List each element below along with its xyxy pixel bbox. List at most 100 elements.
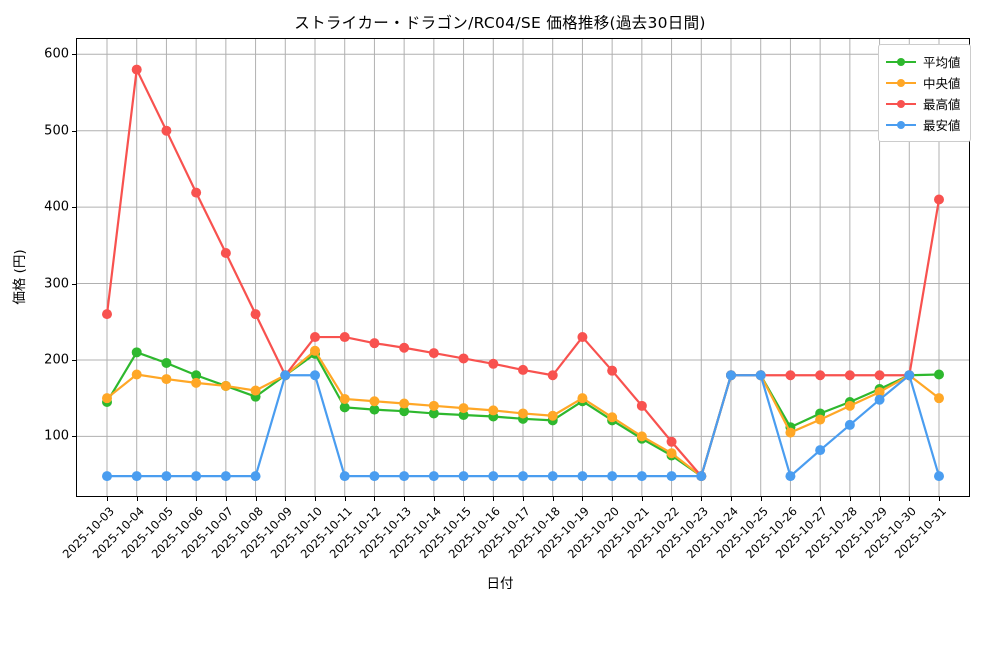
data-point <box>666 436 677 447</box>
legend-label: 平均値 <box>923 55 961 70</box>
x-axis-label: 日付 <box>486 576 514 592</box>
y-tick-label: 600 <box>44 46 69 62</box>
data-point <box>191 471 202 482</box>
data-point <box>934 393 944 404</box>
legend-label: 最安値 <box>923 118 961 133</box>
chart-title: ストライカー・ドラゴン/RC04/SE 価格推移(過去30日間) <box>294 14 706 32</box>
data-point <box>310 345 320 356</box>
legend-swatch-icon <box>886 98 916 110</box>
data-point <box>161 125 172 136</box>
data-point <box>102 393 112 404</box>
x-tick-mark <box>285 497 287 501</box>
legend-item-最安値[interactable]: 最安値 <box>886 114 961 135</box>
x-tick-mark <box>671 497 673 501</box>
data-point <box>399 406 410 417</box>
data-point <box>399 342 410 353</box>
data-point <box>191 370 202 381</box>
x-tick-mark <box>820 497 822 501</box>
legend-item-中央値[interactable]: 中央値 <box>886 72 961 93</box>
legend-swatch-icon <box>886 56 916 68</box>
x-tick-mark <box>701 497 703 501</box>
data-point <box>666 471 677 482</box>
x-tick-mark <box>731 497 732 501</box>
data-point <box>458 409 469 420</box>
data-point <box>220 380 231 391</box>
legend-item-平均値[interactable]: 平均値 <box>886 51 961 72</box>
data-point <box>547 471 558 482</box>
data-point <box>339 402 350 413</box>
data-point <box>102 471 112 482</box>
data-point <box>607 412 618 423</box>
legend-swatch-icon <box>886 77 916 89</box>
data-point <box>369 404 380 415</box>
plot-area <box>76 38 970 497</box>
x-tick-mark <box>374 497 376 501</box>
y-tick-mark <box>72 130 76 132</box>
data-point <box>607 365 618 376</box>
y-tick-mark <box>72 54 76 56</box>
data-point <box>220 247 231 258</box>
legend-label: 最高値 <box>923 97 961 112</box>
data-point <box>518 471 528 482</box>
data-point <box>131 64 142 75</box>
data-point <box>815 370 826 381</box>
data-point <box>815 414 826 425</box>
data-point <box>844 400 855 411</box>
x-tick-mark <box>879 497 881 501</box>
data-point <box>874 387 885 398</box>
data-point <box>547 370 558 381</box>
gridlines <box>77 39 969 496</box>
data-point <box>607 471 618 482</box>
data-point <box>726 370 736 381</box>
y-tick-label: 200 <box>44 352 69 368</box>
data-point <box>934 369 944 380</box>
data-point <box>131 369 142 380</box>
legend-swatch-icon <box>886 119 916 131</box>
data-point <box>934 471 944 482</box>
data-point <box>934 194 944 205</box>
y-tick-mark <box>72 436 76 438</box>
data-point <box>755 370 766 381</box>
x-tick-mark <box>790 497 792 501</box>
data-point <box>399 471 410 482</box>
data-point <box>428 408 439 419</box>
x-tick-mark <box>612 497 614 501</box>
data-point <box>369 338 380 349</box>
data-point <box>636 471 647 482</box>
data-point <box>785 471 796 482</box>
legend-item-最高値[interactable]: 最高値 <box>886 93 961 114</box>
data-point <box>488 405 499 416</box>
data-point <box>458 353 469 364</box>
price-history-chart-figure: ストライカー・ドラゴン/RC04/SE 価格推移(過去30日間) 価格 (円) … <box>12 14 971 592</box>
data-point <box>428 348 439 359</box>
x-tick-mark <box>107 497 108 501</box>
data-point <box>666 448 677 459</box>
x-tick-mark <box>344 497 346 501</box>
data-point <box>310 332 320 343</box>
x-tick-mark <box>909 497 911 501</box>
data-point <box>874 394 885 405</box>
data-point <box>191 187 202 198</box>
x-tick-mark <box>523 497 524 501</box>
data-point <box>280 370 291 381</box>
data-point <box>696 471 707 482</box>
data-point <box>815 445 826 456</box>
x-tick-mark <box>760 497 762 501</box>
data-point <box>458 471 469 482</box>
x-tick-mark <box>136 497 138 501</box>
data-point <box>131 471 142 482</box>
x-tick-mark <box>493 497 495 501</box>
y-tick-mark <box>72 283 76 285</box>
data-point <box>310 370 320 381</box>
data-point <box>785 370 796 381</box>
data-point <box>250 385 261 396</box>
data-point <box>844 370 855 381</box>
data-point <box>488 471 499 482</box>
data-point <box>844 419 855 430</box>
x-tick-mark <box>939 497 940 501</box>
series-layer <box>102 64 944 482</box>
data-point <box>904 370 915 381</box>
y-tick-label: 500 <box>44 123 69 139</box>
y-tick-mark <box>72 207 76 209</box>
y-tick-label: 100 <box>44 428 69 444</box>
